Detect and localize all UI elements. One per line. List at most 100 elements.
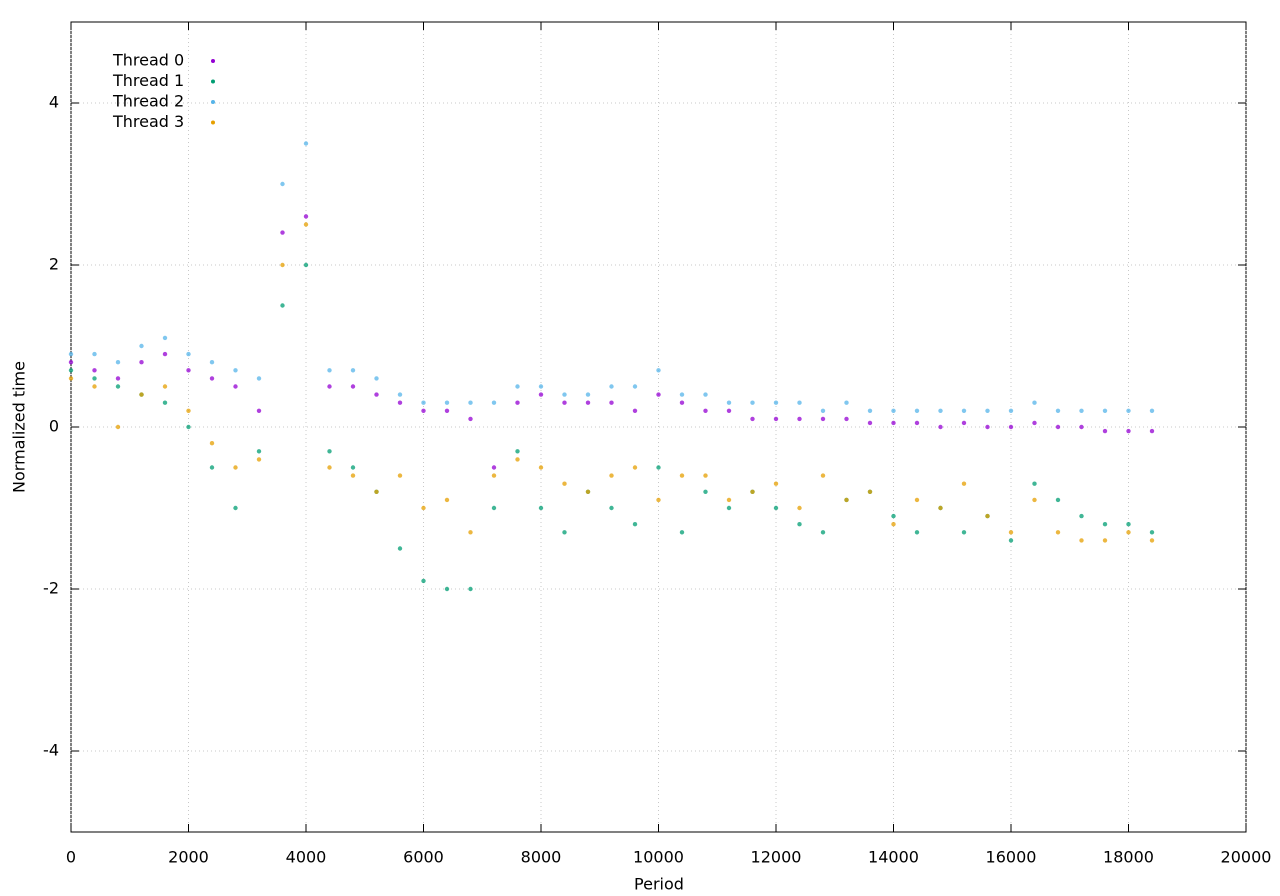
point xyxy=(1008,530,1014,535)
point xyxy=(233,505,238,511)
point xyxy=(162,384,168,389)
point xyxy=(985,408,990,413)
point xyxy=(773,400,779,405)
point xyxy=(350,473,356,478)
point xyxy=(844,400,849,405)
point xyxy=(421,578,426,584)
point xyxy=(421,408,426,413)
point xyxy=(985,513,990,519)
point xyxy=(327,449,332,454)
point xyxy=(632,408,638,413)
point xyxy=(327,384,332,389)
point xyxy=(750,489,755,494)
point xyxy=(280,230,285,235)
point xyxy=(656,368,661,373)
point xyxy=(797,522,802,527)
point xyxy=(115,376,121,381)
point xyxy=(703,408,708,413)
point xyxy=(750,400,755,405)
point xyxy=(562,481,567,486)
point xyxy=(891,420,896,426)
point xyxy=(679,473,685,478)
point xyxy=(797,416,802,422)
point xyxy=(1055,530,1061,535)
point xyxy=(468,586,473,592)
point xyxy=(1032,400,1037,405)
point xyxy=(515,400,520,405)
point xyxy=(444,400,450,405)
point xyxy=(491,465,497,470)
point xyxy=(350,368,356,373)
point xyxy=(914,408,920,413)
point xyxy=(115,384,121,389)
point xyxy=(820,530,826,535)
point xyxy=(961,408,967,413)
point xyxy=(1055,424,1061,430)
point xyxy=(491,473,497,478)
point xyxy=(1102,408,1108,413)
point xyxy=(256,376,262,381)
point xyxy=(1079,408,1084,413)
point xyxy=(92,368,97,373)
point xyxy=(491,400,497,405)
x-tick-label: 2000 xyxy=(168,848,209,867)
point xyxy=(444,408,450,413)
point xyxy=(679,530,685,535)
x-tick-label: 14000 xyxy=(868,848,919,867)
point xyxy=(491,505,497,511)
point xyxy=(703,392,708,397)
point xyxy=(773,505,779,511)
point xyxy=(914,420,920,426)
point xyxy=(92,351,97,357)
point xyxy=(468,530,473,535)
point xyxy=(233,368,238,373)
legend-marker xyxy=(211,79,215,84)
point xyxy=(421,505,426,511)
point xyxy=(397,400,403,405)
point xyxy=(562,400,567,405)
point xyxy=(468,400,473,405)
point xyxy=(115,424,121,430)
point xyxy=(914,530,920,535)
point xyxy=(562,530,567,535)
point xyxy=(209,441,215,446)
point xyxy=(1079,513,1084,519)
point xyxy=(209,360,215,365)
point xyxy=(68,360,74,365)
point xyxy=(374,489,379,494)
point xyxy=(280,303,285,308)
point xyxy=(1008,408,1014,413)
point xyxy=(186,424,191,430)
point xyxy=(1149,428,1155,434)
x-tick-label: 20000 xyxy=(1221,848,1272,867)
point xyxy=(773,416,779,422)
point xyxy=(92,376,97,381)
point xyxy=(891,522,896,527)
legend-label: Thread 2 xyxy=(112,92,184,111)
point xyxy=(162,351,168,357)
x-tick-label: 8000 xyxy=(521,848,562,867)
legend-marker xyxy=(211,59,215,63)
point xyxy=(938,424,943,430)
point xyxy=(656,465,661,470)
x-tick-label: 10000 xyxy=(633,848,684,867)
point xyxy=(1055,408,1061,413)
point xyxy=(632,384,638,389)
y-tick-label: 2 xyxy=(49,255,59,274)
x-tick-label: 0 xyxy=(66,848,76,867)
point xyxy=(139,392,144,397)
point xyxy=(397,392,403,397)
point xyxy=(186,351,191,357)
point xyxy=(68,376,74,381)
point xyxy=(961,530,967,535)
y-tick-label: -2 xyxy=(43,579,59,598)
point xyxy=(585,400,591,405)
point xyxy=(609,384,614,389)
y-tick-label: 4 xyxy=(49,93,59,112)
point xyxy=(444,586,450,592)
point xyxy=(797,505,802,511)
point xyxy=(327,368,332,373)
point xyxy=(1149,408,1155,413)
point xyxy=(186,368,191,373)
